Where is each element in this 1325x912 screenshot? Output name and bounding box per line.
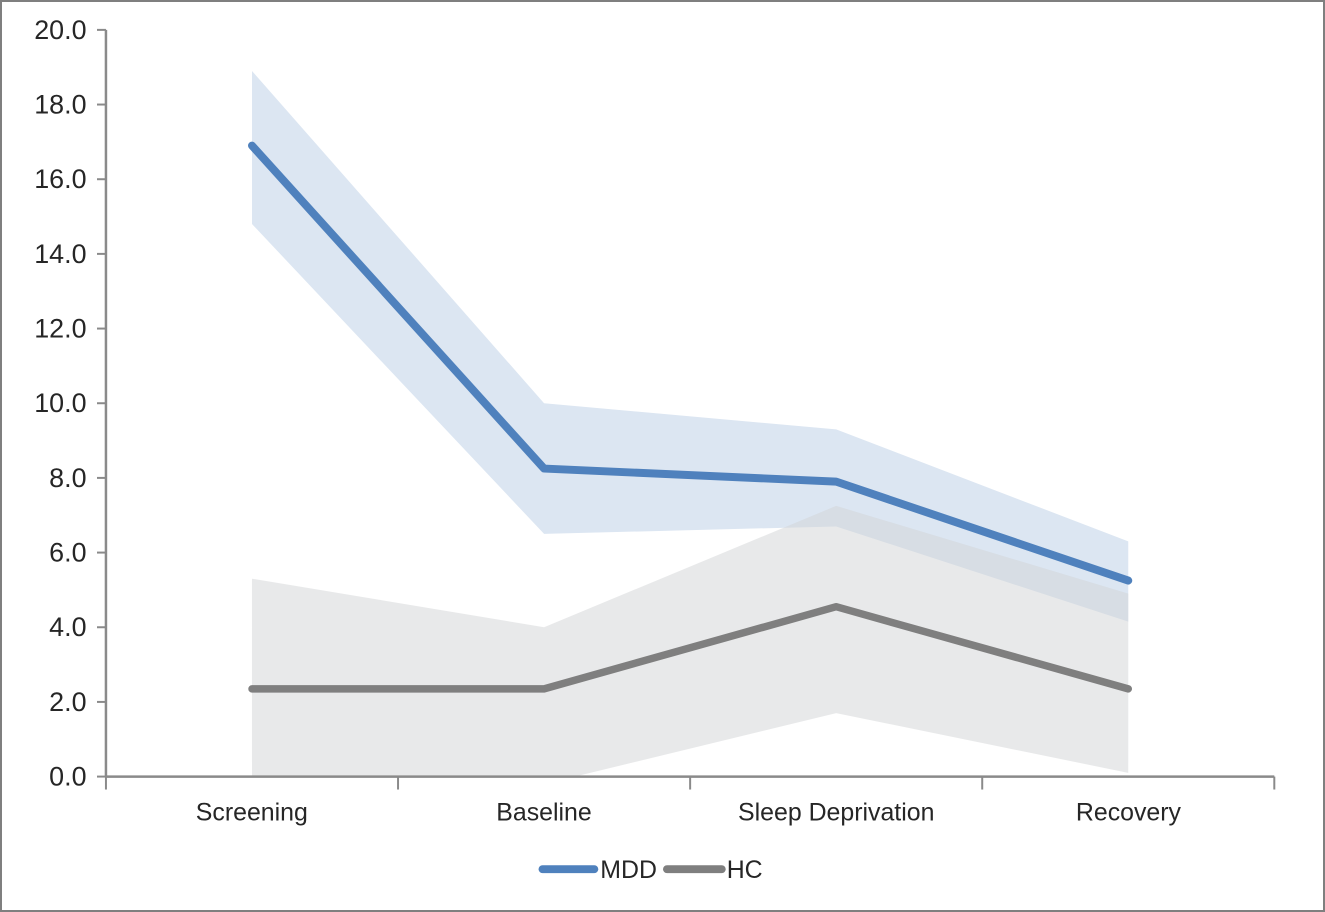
hc-mean-line: [248, 602, 1132, 693]
y-tick-label: 18.0: [34, 90, 86, 120]
x-category-label-baseline: Baseline: [496, 798, 591, 826]
legend-label-mdd: MDD: [600, 856, 657, 884]
x-axis-category-labels: Screening Baseline Sleep Deprivation Rec…: [196, 798, 1182, 826]
confidence-bands-layer: [251, 70, 1129, 777]
y-tick-label: 20.0: [34, 15, 86, 45]
y-axis-tick-labels: 0.0 2.0 4.0 6.0 8.0 10.0 12.0 14.0 16.0 …: [34, 15, 86, 792]
y-tick-label: 0.0: [49, 762, 86, 792]
chart-legend: MDD HC: [538, 856, 763, 884]
mdd-confidence-band: [251, 70, 1129, 622]
x-category-label-screening: Screening: [196, 798, 308, 826]
x-category-label-recovery: Recovery: [1076, 798, 1182, 826]
legend-label-hc: HC: [727, 856, 763, 884]
y-tick-label: 8.0: [49, 463, 86, 493]
y-tick-label: 4.0: [49, 612, 86, 642]
y-tick-label: 2.0: [49, 687, 86, 717]
series-lines-layer: [248, 141, 1133, 693]
x-category-label-sleep-deprivation: Sleep Deprivation: [738, 798, 934, 826]
y-tick-label: 14.0: [34, 239, 86, 269]
y-tick-label: 10.0: [34, 388, 86, 418]
y-tick-label: 6.0: [49, 538, 86, 568]
mdd-mean-line: [248, 141, 1133, 585]
y-tick-label: 12.0: [34, 314, 86, 344]
axes-layer: [96, 28, 1276, 790]
y-tick-label: 16.0: [34, 164, 86, 194]
hc-confidence-band: [251, 505, 1129, 777]
